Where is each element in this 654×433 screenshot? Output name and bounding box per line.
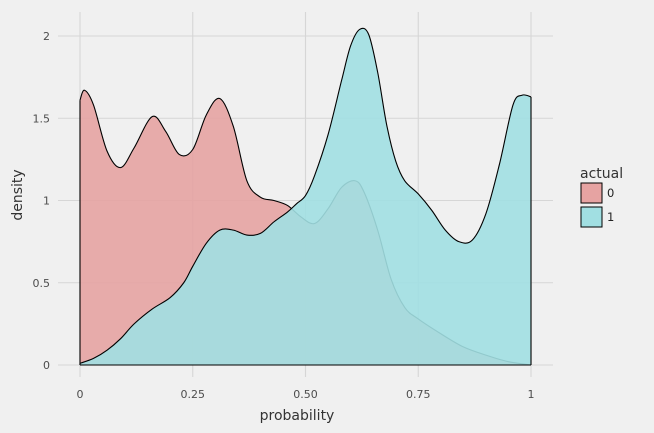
legend-title: actual <box>580 166 623 182</box>
x-tick-label-1: 0.25 <box>181 388 206 401</box>
density-fill-1 <box>80 28 531 365</box>
y-tick-label-1: 0.5 <box>33 277 51 290</box>
legend-key-0 <box>580 182 603 204</box>
legend-label-0: 0 <box>607 186 614 200</box>
y-tick-label-0: 0 <box>43 359 50 372</box>
x-axis-title: probability <box>260 408 335 424</box>
x-tick-labels: 0 0.25 0.50 0.75 1 <box>77 388 535 401</box>
y-tick-label-4: 2 <box>43 30 50 43</box>
x-tick-label-3: 0.75 <box>406 388 431 401</box>
x-tick-label-2: 0.50 <box>293 388 318 401</box>
legend-label-1: 1 <box>607 210 614 224</box>
x-tick-label-4: 1 <box>528 388 535 401</box>
y-tick-label-2: 1 <box>43 195 50 208</box>
y-tick-labels: 0 0.5 1 1.5 2 <box>33 30 51 372</box>
x-tick-label-0: 0 <box>77 388 84 401</box>
y-tick-label-3: 1.5 <box>33 112 51 125</box>
legend-key-1 <box>580 206 603 228</box>
density-series-1 <box>79 27 532 365</box>
legend: actual 0 1 <box>580 166 623 228</box>
density-outline-1 <box>79 27 532 364</box>
y-axis-title: density <box>10 169 26 220</box>
density-areas <box>79 27 532 366</box>
